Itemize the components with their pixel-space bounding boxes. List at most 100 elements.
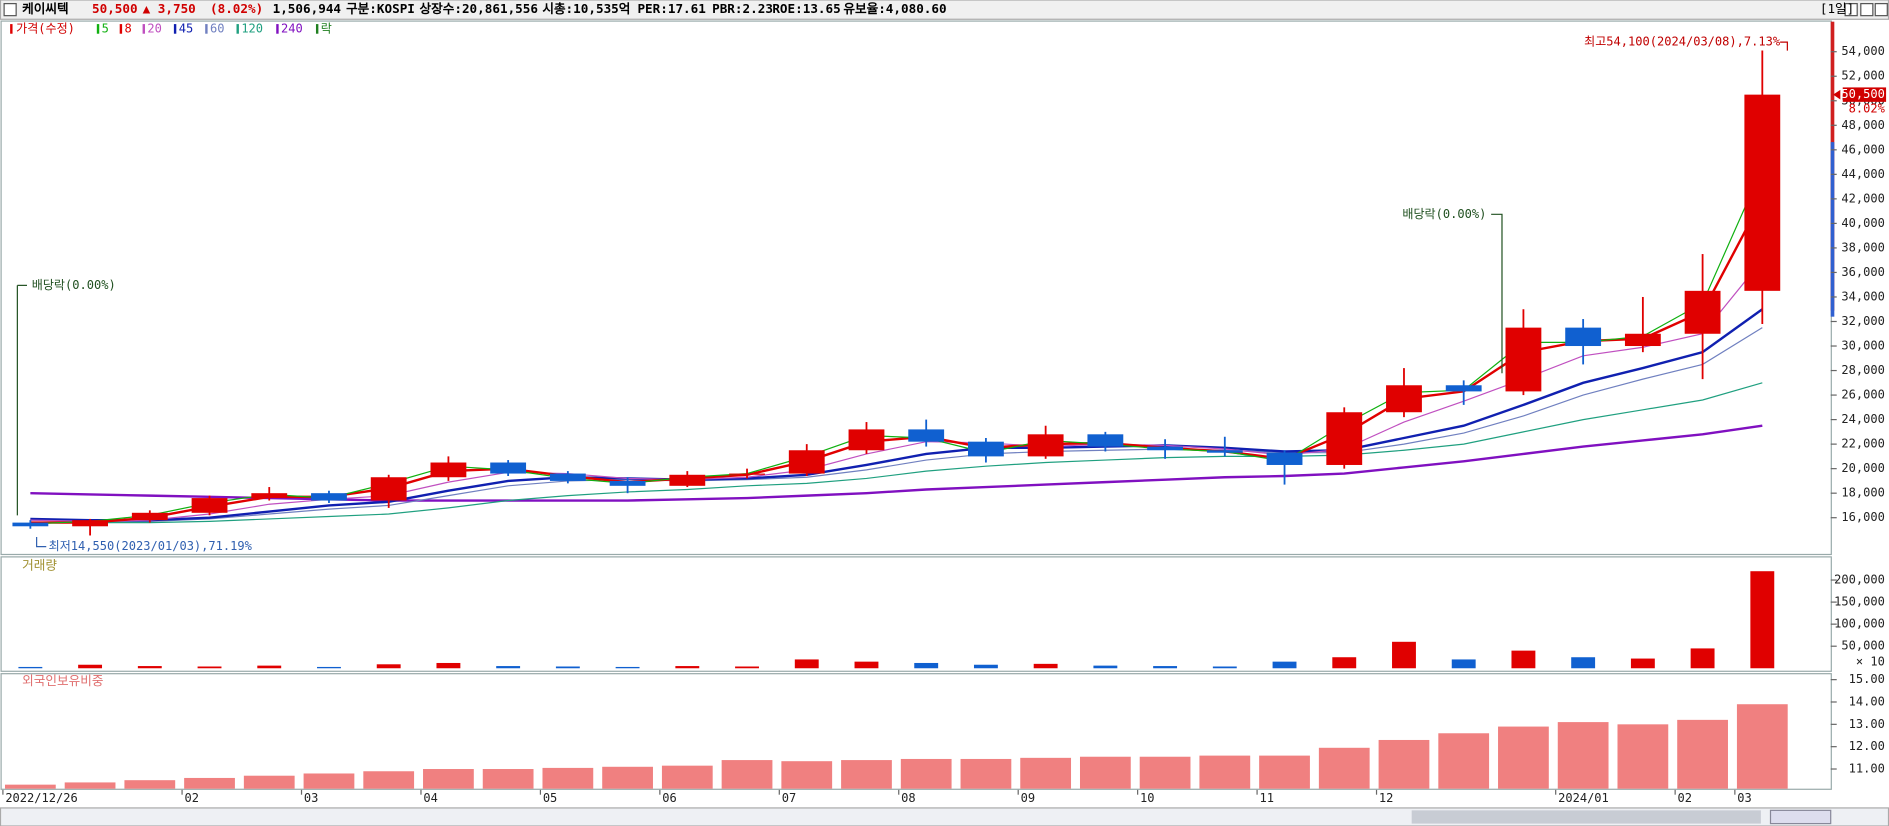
bar	[1511, 650, 1536, 669]
y-tick-label: 14.00	[1849, 694, 1885, 708]
volume: 1,506,944	[273, 1, 342, 16]
annotation: 최저14,550(2023/01/03),71.19%	[49, 539, 253, 553]
scroll-thumb[interactable]	[1411, 810, 1761, 824]
x-tick-label: 02	[1678, 791, 1693, 805]
bar	[423, 769, 474, 789]
candle-body	[311, 493, 347, 501]
bar	[960, 758, 1012, 789]
bar	[1079, 756, 1131, 789]
volume-panel	[0, 556, 1832, 672]
legend-entry: 240	[281, 21, 303, 35]
bar	[184, 777, 235, 789]
bar	[363, 771, 415, 789]
y-tick-label: 200,000	[1834, 573, 1885, 587]
bar	[1272, 661, 1297, 669]
bar	[794, 659, 819, 669]
candle-body	[1565, 327, 1602, 347]
annotation-line	[1491, 213, 1503, 374]
candle-body	[609, 480, 646, 486]
annotation-line	[36, 537, 47, 548]
bar	[1139, 756, 1191, 789]
bar	[721, 760, 773, 789]
x-tick-label: 2024/01	[1558, 791, 1609, 805]
annotation: 배당락(0.00%)	[1402, 207, 1486, 221]
y-tick-label: 50,000	[1841, 639, 1884, 653]
x-tick-label: 04	[423, 791, 437, 805]
bar	[317, 666, 341, 669]
period[interactable]: [1일]	[1820, 1, 1854, 16]
y-tick-label: 46,000	[1841, 142, 1884, 156]
info: PBR:2.23	[712, 1, 773, 16]
change: ▲ 3,750	[143, 1, 196, 16]
y-tick-label: 24,000	[1841, 412, 1884, 426]
bar	[900, 758, 952, 789]
candle-body	[1027, 434, 1064, 457]
candle-body	[1505, 327, 1542, 392]
moving-average	[30, 327, 1763, 522]
bar	[376, 664, 401, 669]
candle-body	[1744, 94, 1781, 291]
bar	[78, 664, 103, 669]
x-tick-label: 03	[304, 791, 319, 805]
checkbox[interactable]	[3, 3, 17, 17]
moving-average	[30, 308, 1764, 522]
candle-body	[1624, 333, 1661, 347]
bar	[542, 767, 594, 789]
zoom-slider[interactable]	[1769, 809, 1832, 825]
bar	[841, 760, 892, 789]
y-tick-label: 13.00	[1849, 717, 1885, 731]
price-range-bar-low	[1830, 142, 1835, 317]
x-tick-label: 05	[543, 791, 558, 805]
y-tick-label: 54,000	[1841, 44, 1884, 58]
bar	[1378, 739, 1430, 789]
change-pct: (8.02%)	[210, 1, 263, 16]
y-tick-label: 150,000	[1834, 595, 1885, 609]
foreign-title: 외국인보유비중	[22, 673, 103, 688]
bar	[303, 773, 355, 789]
candle-body	[1445, 385, 1482, 392]
candle-body	[908, 429, 945, 442]
restore-button[interactable]	[1844, 3, 1858, 17]
y-tick-label: 30,000	[1841, 339, 1884, 353]
x-tick-label: 2022/12/26	[5, 791, 77, 805]
price: 50,500	[92, 1, 138, 16]
y-tick-label: 26,000	[1841, 388, 1884, 402]
maximize-button[interactable]	[1860, 3, 1874, 17]
legend-swatch	[10, 24, 13, 34]
x-tick-label: 06	[662, 791, 677, 805]
x-tick-label: 12	[1379, 791, 1394, 805]
legend-swatch	[276, 24, 279, 34]
y-tick-label: 15.00	[1849, 672, 1885, 686]
info: PER:17.61	[637, 1, 705, 16]
legend-swatch	[236, 24, 239, 34]
annotation: 최고54,100(2024/03/08),7.13%	[1584, 35, 1781, 49]
candle-body	[1206, 450, 1243, 453]
y-tick-label: 11.00	[1849, 762, 1885, 776]
price-tag	[1842, 87, 1887, 102]
stock-name: 케이씨텍	[22, 1, 68, 16]
bar	[1093, 665, 1118, 669]
bar	[675, 666, 700, 669]
bar	[1630, 658, 1655, 669]
candle-body	[1087, 434, 1124, 447]
legend-entry: 120	[241, 21, 263, 35]
bar	[1033, 663, 1058, 669]
y-tick-label: 28,000	[1841, 363, 1884, 377]
legend-swatch	[119, 24, 123, 34]
close-button[interactable]	[1874, 3, 1888, 17]
y-tick-label: 44,000	[1841, 167, 1884, 181]
x-tick-label: 02	[184, 791, 199, 805]
bar	[854, 661, 879, 669]
x-tick-label: 07	[782, 791, 796, 805]
annotation-line	[1780, 41, 1788, 51]
bar	[602, 766, 653, 789]
candle-body	[1266, 452, 1303, 465]
candle-body	[430, 462, 467, 478]
bar	[914, 662, 939, 669]
y-tick-label: 16,000	[1841, 510, 1884, 524]
legend-entry: 45	[179, 21, 194, 35]
candle-body	[669, 474, 706, 486]
bar	[436, 662, 461, 669]
bar	[1020, 757, 1072, 789]
